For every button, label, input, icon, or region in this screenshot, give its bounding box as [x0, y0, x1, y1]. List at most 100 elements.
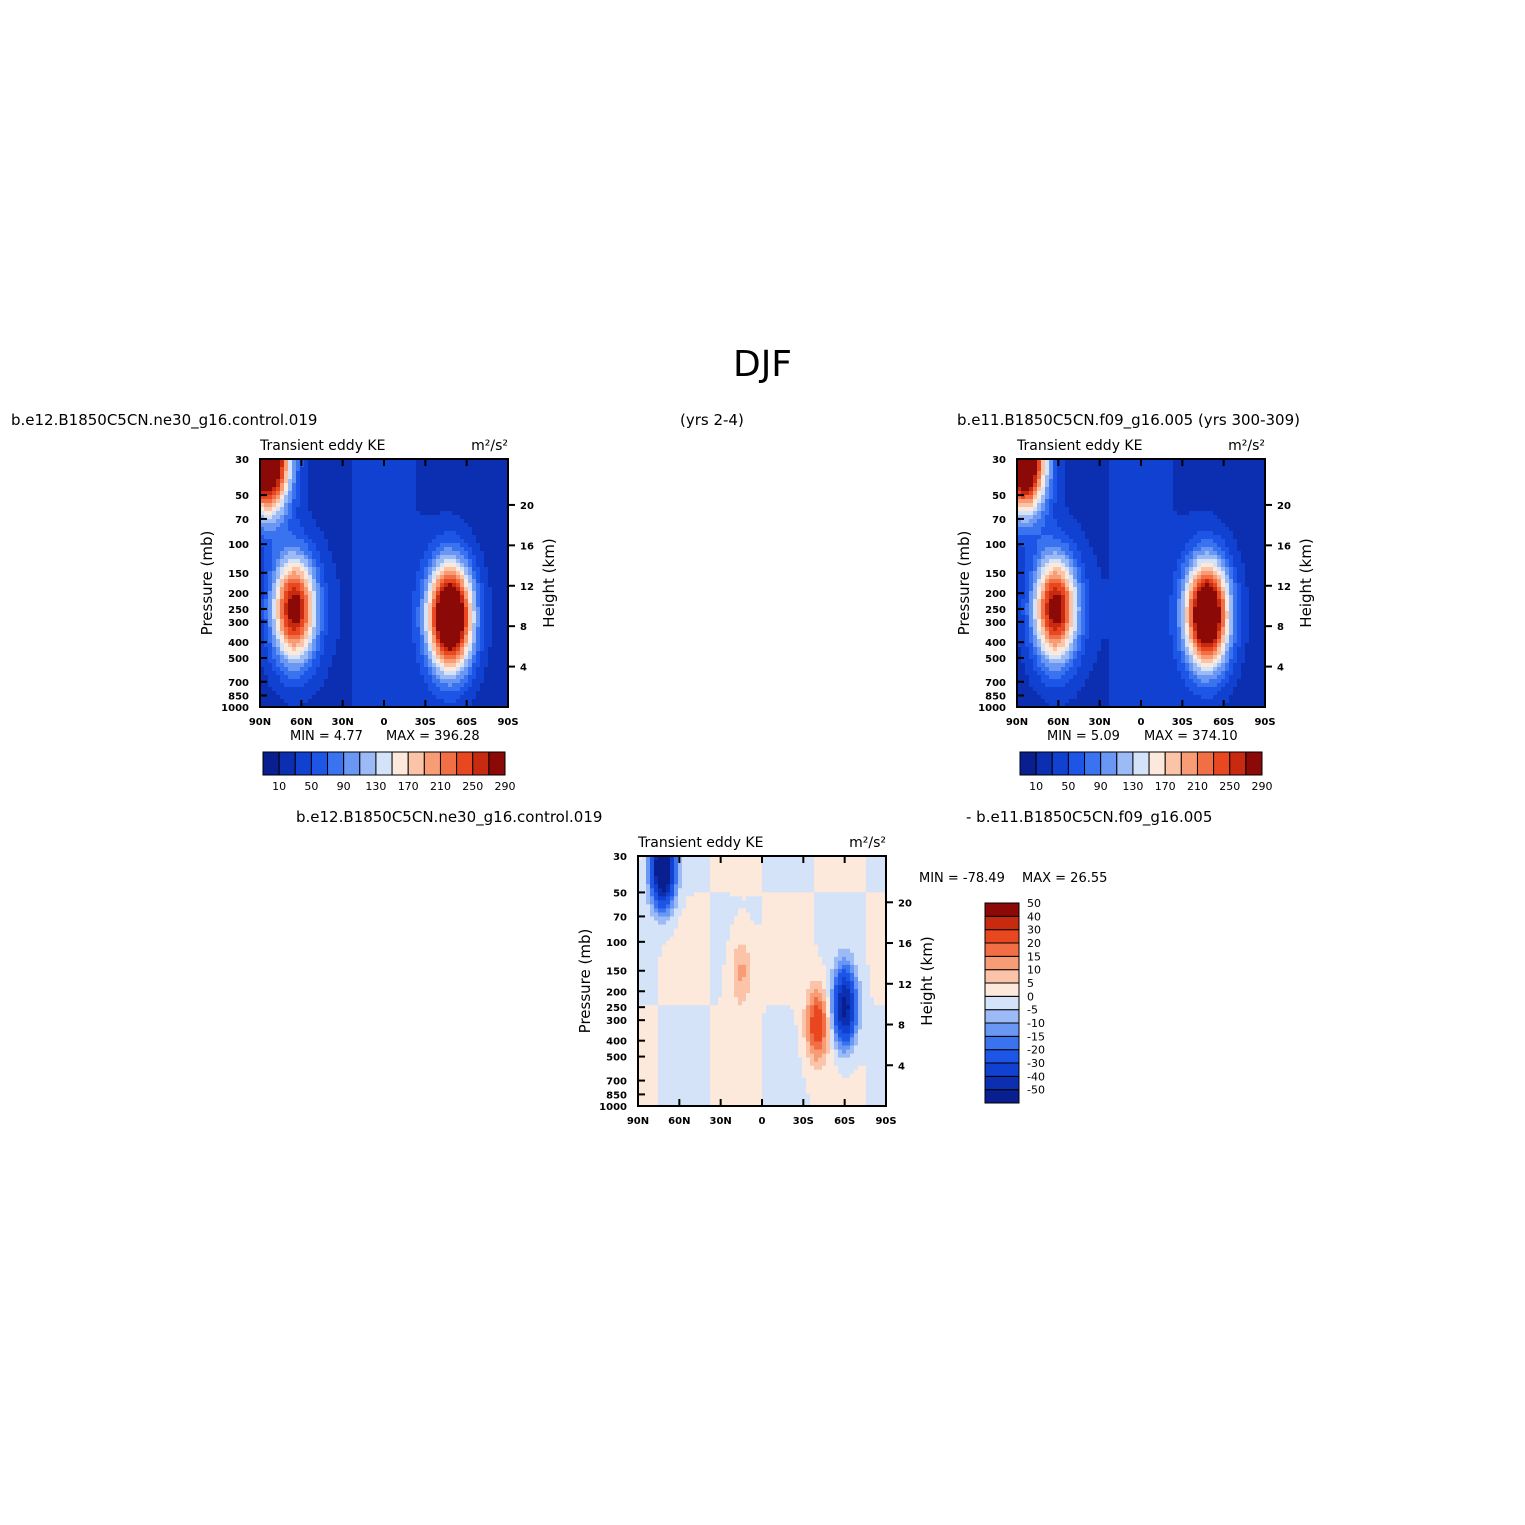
- field-cell: [412, 651, 417, 656]
- field-cell: [1045, 643, 1050, 648]
- field-cell: [368, 495, 373, 500]
- field-cell: [440, 603, 445, 608]
- field-cell: [452, 595, 457, 600]
- field-cell: [372, 507, 377, 512]
- field-cell: [364, 635, 369, 640]
- field-cell: [488, 651, 493, 656]
- field-cell: [416, 479, 421, 484]
- field-cell: [488, 507, 493, 512]
- top-left-max-label: MAX = 396.28: [386, 729, 480, 744]
- field-cell: [368, 479, 373, 484]
- top-right-case-label: b.e11.B1850C5CN.f09_g16.005 (yrs 300-309…: [957, 411, 1300, 429]
- field-cell: [1021, 543, 1026, 548]
- field-cell: [416, 563, 421, 568]
- field-cell: [1033, 511, 1038, 516]
- field-cell: [1061, 651, 1066, 656]
- field-cell: [1077, 531, 1082, 536]
- field-cell: [292, 599, 297, 604]
- field-cell: [484, 635, 489, 640]
- field-cell: [428, 659, 433, 664]
- field-cell: [372, 659, 377, 664]
- field-cell: [496, 587, 501, 592]
- field-cell: [456, 703, 461, 708]
- field-cell: [468, 555, 473, 560]
- field-cell: [276, 479, 281, 484]
- field-cell: [316, 659, 321, 664]
- field-cell: [1073, 495, 1078, 500]
- field-cell: [300, 519, 305, 524]
- y-right-tick-label: 12: [520, 582, 534, 593]
- field-cell: [448, 463, 453, 468]
- field-cell: [368, 583, 373, 588]
- field-cell: [284, 555, 289, 560]
- field-cell: [308, 539, 313, 544]
- field-cell: [304, 463, 309, 468]
- field-cell: [416, 535, 421, 540]
- field-cell: [1061, 623, 1066, 628]
- field-cell: [460, 467, 465, 472]
- field-cell: [384, 459, 389, 464]
- field-cell: [380, 623, 385, 628]
- field-cell: [312, 647, 317, 652]
- field-cell: [304, 535, 309, 540]
- field-cell: [284, 471, 289, 476]
- field-cell: [412, 543, 417, 548]
- field-cell: [376, 495, 381, 500]
- field-cell: [284, 559, 289, 564]
- colorbar-box: [343, 751, 361, 776]
- field-cell: [440, 479, 445, 484]
- field-cell: [312, 543, 317, 548]
- field-cell: [360, 595, 365, 600]
- field-cell: [360, 483, 365, 488]
- field-cell: [288, 635, 293, 640]
- field-cell: [432, 675, 437, 680]
- field-cell: [1025, 535, 1030, 540]
- field-cell: [284, 595, 289, 600]
- field-cell: [332, 611, 337, 616]
- field-cell: [500, 495, 505, 500]
- field-cell: [272, 591, 277, 596]
- field-cell: [432, 623, 437, 628]
- field-cell: [1029, 679, 1034, 684]
- field-cell: [312, 535, 317, 540]
- field-cell: [304, 503, 309, 508]
- field-cell: [264, 507, 269, 512]
- field-cell: [1049, 527, 1054, 532]
- field-cell: [276, 583, 281, 588]
- field-cell: [1065, 459, 1070, 464]
- field-cell: [352, 703, 357, 708]
- field-cell: [468, 499, 473, 504]
- field-cell: [368, 511, 373, 516]
- field-cell: [504, 483, 509, 488]
- field-cell: [280, 591, 285, 596]
- field-cell: [348, 603, 353, 608]
- field-cell: [488, 543, 493, 548]
- field-cell: [472, 651, 477, 656]
- field-cell: [1045, 631, 1050, 636]
- field-cell: [480, 671, 485, 676]
- field-cell: [392, 691, 397, 696]
- field-cell: [356, 479, 361, 484]
- field-cell: [372, 563, 377, 568]
- field-cell: [416, 543, 421, 548]
- field-cell: [324, 495, 329, 500]
- field-cell: [1053, 611, 1058, 616]
- field-cell: [1017, 459, 1022, 464]
- field-cell: [428, 663, 433, 668]
- field-cell: [448, 479, 453, 484]
- field-cell: [456, 535, 461, 540]
- field-cell: [340, 471, 345, 476]
- field-cell: [356, 491, 361, 496]
- field-cell: [364, 595, 369, 600]
- field-cell: [456, 531, 461, 536]
- field-cell: [304, 467, 309, 472]
- field-cell: [1061, 643, 1066, 648]
- field-cell: [328, 471, 333, 476]
- field-cell: [428, 563, 433, 568]
- field-cell: [440, 651, 445, 656]
- field-cell: [288, 471, 293, 476]
- field-cell: [484, 535, 489, 540]
- field-cell: [1065, 663, 1070, 668]
- field-cell: [432, 659, 437, 664]
- field-cell: [504, 643, 509, 648]
